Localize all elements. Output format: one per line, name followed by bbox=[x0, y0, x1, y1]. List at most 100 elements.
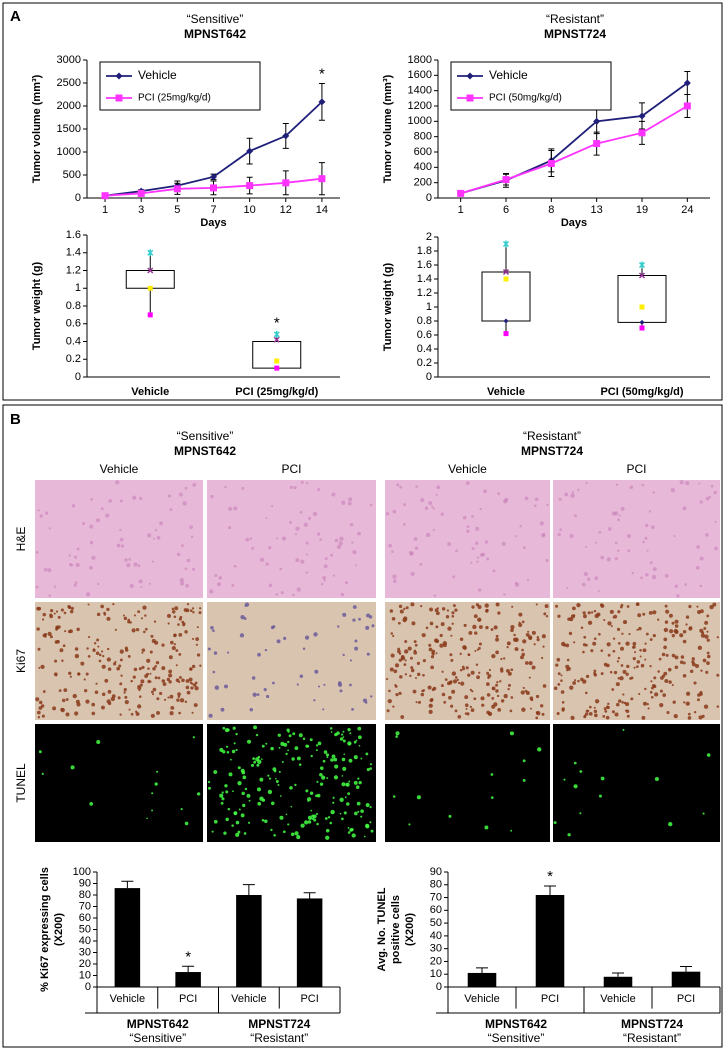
cell bbox=[561, 701, 565, 704]
cell bbox=[156, 697, 160, 701]
y-tick-label: 70 bbox=[430, 891, 442, 903]
cell bbox=[324, 817, 328, 820]
cell bbox=[177, 695, 181, 698]
y-tick-label: 30 bbox=[79, 946, 91, 958]
cell bbox=[500, 657, 503, 661]
cell bbox=[638, 626, 642, 631]
cell bbox=[572, 681, 577, 685]
cell bbox=[594, 713, 598, 718]
y-tick-label: 0 bbox=[75, 192, 81, 204]
cell bbox=[241, 486, 245, 490]
cell bbox=[299, 510, 303, 514]
cell bbox=[449, 653, 453, 657]
chart-subtitle: “Resistant” bbox=[546, 12, 604, 26]
cell bbox=[520, 690, 525, 695]
cell bbox=[176, 698, 180, 702]
cell bbox=[341, 500, 346, 505]
cell bbox=[305, 541, 309, 545]
cell bbox=[521, 707, 526, 712]
cell bbox=[441, 607, 446, 611]
cell bbox=[651, 683, 656, 688]
cell bbox=[259, 557, 265, 562]
cell bbox=[674, 619, 679, 624]
cell bbox=[392, 574, 397, 579]
cell bbox=[300, 559, 305, 564]
cell bbox=[661, 652, 666, 657]
y-tick-label: 600 bbox=[414, 146, 432, 158]
cell bbox=[693, 710, 697, 714]
cell bbox=[191, 637, 195, 640]
cell bbox=[478, 642, 482, 646]
marker bbox=[210, 184, 217, 192]
cell bbox=[410, 666, 414, 670]
x-tick-label: Vehicle bbox=[464, 993, 499, 1005]
cell bbox=[528, 676, 531, 679]
cell bbox=[243, 832, 247, 835]
cell bbox=[583, 614, 587, 619]
cell bbox=[270, 828, 273, 832]
cell bbox=[704, 634, 709, 639]
y-tick-label: 3000 bbox=[57, 54, 81, 66]
cell bbox=[473, 697, 477, 701]
cell bbox=[220, 707, 225, 712]
cell bbox=[706, 753, 711, 757]
cell bbox=[242, 803, 246, 808]
y-tick-label: 1.4 bbox=[66, 247, 81, 259]
cell bbox=[138, 667, 142, 671]
cell bbox=[671, 653, 676, 658]
cell bbox=[689, 626, 693, 630]
cell bbox=[487, 711, 493, 716]
marker bbox=[639, 325, 645, 331]
cell bbox=[466, 529, 470, 533]
cell bbox=[255, 733, 259, 737]
y-tick-label: 1500 bbox=[57, 123, 81, 135]
cell bbox=[466, 525, 470, 529]
cell bbox=[43, 567, 48, 572]
marker bbox=[683, 102, 691, 110]
cell bbox=[466, 712, 470, 716]
marker bbox=[502, 240, 510, 248]
y-tick-label: 50 bbox=[430, 917, 442, 929]
cell bbox=[708, 495, 712, 499]
cell bbox=[394, 683, 397, 687]
cell bbox=[207, 647, 211, 651]
cell bbox=[91, 711, 96, 716]
bar bbox=[296, 898, 323, 987]
x-tick-label: 5 bbox=[174, 204, 180, 216]
cell bbox=[123, 688, 127, 692]
cell bbox=[510, 668, 514, 672]
cell bbox=[342, 766, 347, 771]
cell bbox=[339, 536, 344, 541]
box bbox=[125, 270, 175, 289]
cell bbox=[351, 541, 354, 544]
group-title: MPNST642 bbox=[485, 1017, 547, 1031]
cell bbox=[518, 612, 523, 617]
cell bbox=[209, 589, 214, 594]
cell bbox=[515, 535, 518, 538]
cell bbox=[590, 649, 594, 653]
cell bbox=[163, 698, 167, 701]
cell bbox=[603, 707, 607, 711]
cell bbox=[413, 640, 417, 644]
cell bbox=[115, 480, 120, 485]
cell bbox=[503, 657, 506, 660]
cell bbox=[219, 793, 224, 798]
cell bbox=[36, 627, 40, 631]
cell bbox=[410, 602, 415, 607]
group-subtitle: “Sensitive” bbox=[129, 1031, 186, 1045]
cell bbox=[420, 692, 425, 697]
cell bbox=[625, 672, 629, 676]
cell bbox=[609, 670, 613, 674]
cell bbox=[565, 664, 570, 669]
cell bbox=[495, 637, 500, 642]
cell bbox=[391, 550, 394, 553]
cell bbox=[487, 673, 492, 678]
cell bbox=[182, 623, 186, 627]
cell bbox=[116, 543, 121, 548]
cell bbox=[425, 532, 431, 538]
cell bbox=[483, 489, 488, 494]
cell bbox=[454, 676, 458, 679]
cell bbox=[339, 812, 342, 815]
cell bbox=[410, 668, 415, 673]
cell bbox=[668, 629, 674, 634]
